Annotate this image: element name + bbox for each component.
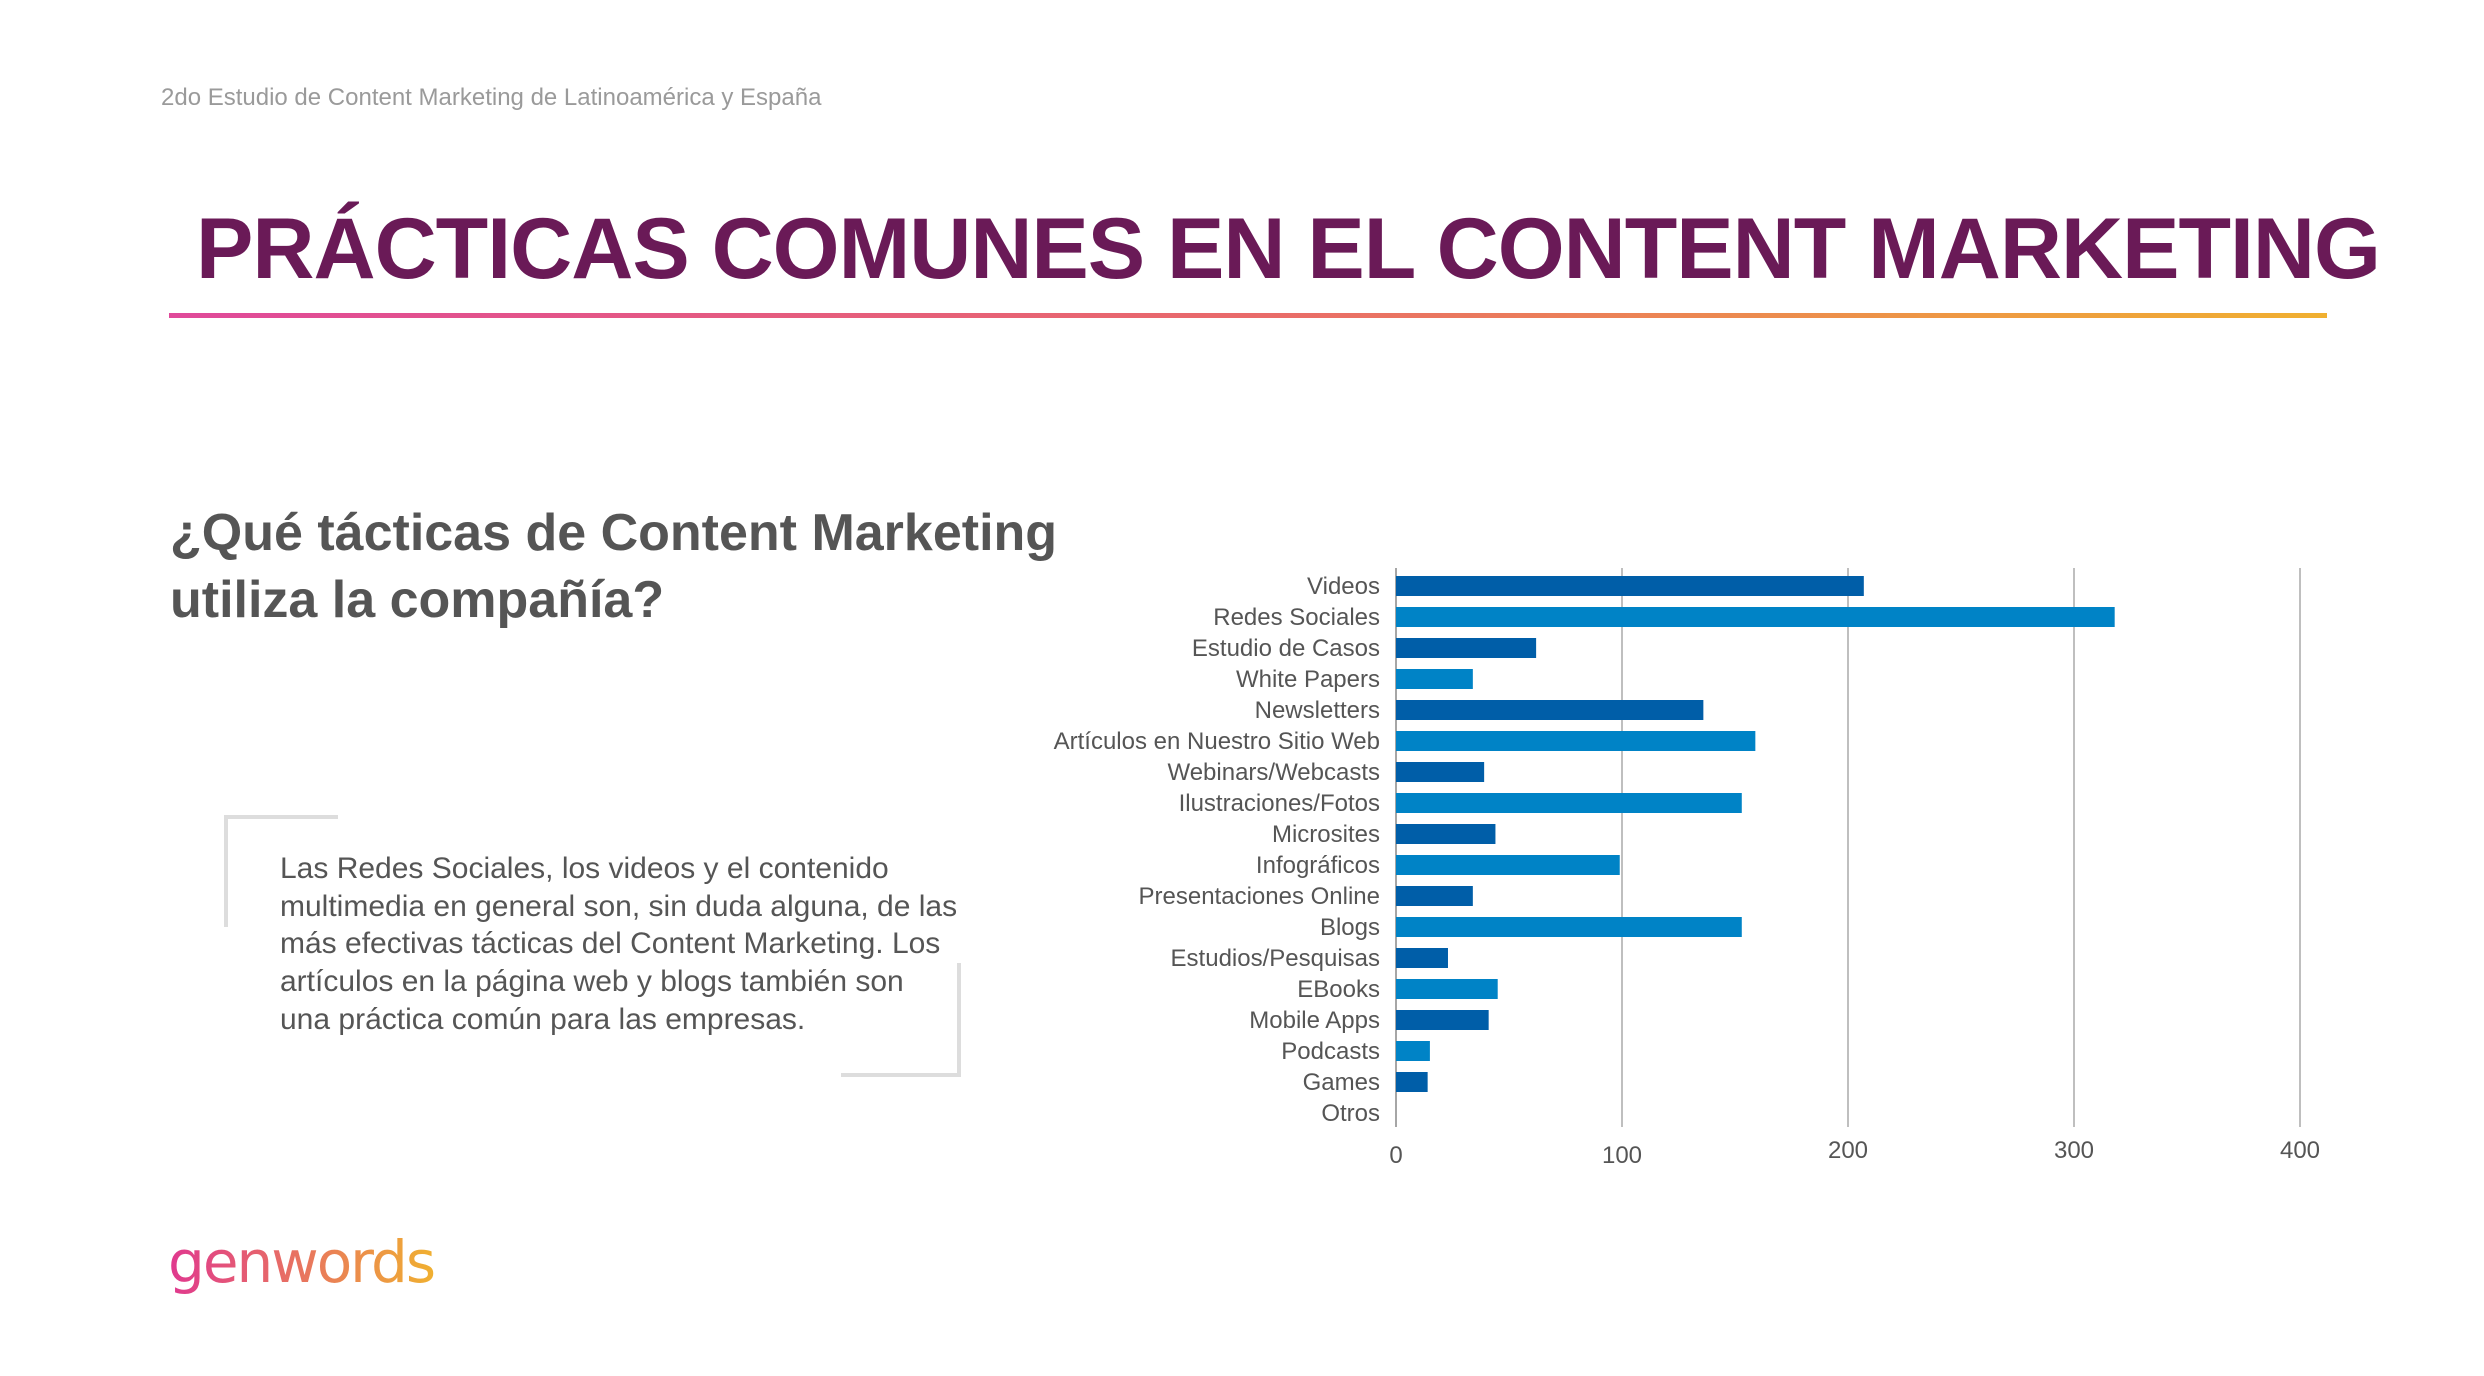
category-label: Presentaciones Online — [1139, 883, 1380, 910]
category-label: Estudio de Casos — [1192, 635, 1380, 662]
report-supertitle: 2do Estudio de Content Marketing de Lati… — [161, 84, 822, 111]
category-label: Ilustraciones/Fotos — [1179, 790, 1380, 817]
x-tick-label: 0 — [1389, 1142, 1402, 1169]
category-label: Podcasts — [1281, 1038, 1380, 1065]
category-label: Webinars/Webcasts — [1167, 759, 1380, 786]
bar-presentaciones-online — [1396, 886, 1473, 906]
bar-microsites — [1396, 824, 1496, 844]
bar-ilustraciones-fotos — [1396, 793, 1742, 813]
x-tick-label: 200 — [1828, 1137, 1868, 1164]
bar-podcasts — [1396, 1041, 1430, 1061]
category-label: EBooks — [1297, 976, 1380, 1003]
title-divider — [169, 313, 2327, 318]
category-label: Otros — [1321, 1100, 1380, 1127]
category-label: Estudios/Pesquisas — [1171, 945, 1380, 972]
bar-infogr-ficos — [1396, 855, 1620, 875]
category-label: Videos — [1307, 573, 1380, 600]
category-label: Artículos en Nuestro Sitio Web — [1054, 728, 1380, 755]
bar-white-papers — [1396, 669, 1473, 689]
question-heading: ¿Qué tácticas de Content Marketing utili… — [170, 504, 1058, 629]
x-tick-label: 400 — [2280, 1137, 2320, 1164]
x-tick-label: 100 — [1602, 1142, 1642, 1169]
quote-bracket-open — [224, 815, 338, 927]
bar-art-culos-en-nuestro-sitio-web — [1396, 731, 1756, 751]
category-label: Blogs — [1320, 914, 1380, 941]
bar-ebooks — [1396, 979, 1498, 999]
bar-blogs — [1396, 917, 1742, 937]
bar-webinars-webcasts — [1396, 762, 1485, 782]
category-label: Mobile Apps — [1249, 1007, 1380, 1034]
bar-games — [1396, 1072, 1428, 1092]
bar-estudios-pesquisas — [1396, 948, 1448, 968]
category-label: Microsites — [1272, 821, 1380, 848]
bar-newsletters — [1396, 700, 1704, 720]
genwords-logo: genwords — [168, 1228, 436, 1296]
bar-estudio-de-casos — [1396, 638, 1537, 658]
category-label: White Papers — [1236, 666, 1380, 693]
category-label: Newsletters — [1255, 697, 1380, 724]
category-label: Infográficos — [1256, 852, 1380, 879]
quote-bracket-close — [841, 963, 961, 1077]
x-tick-label: 300 — [2054, 1137, 2094, 1164]
bar-redes-sociales — [1396, 607, 2115, 627]
bar-videos — [1396, 576, 1864, 596]
category-label: Games — [1303, 1069, 1380, 1096]
bar-mobile-apps — [1396, 1010, 1489, 1030]
page-title: PRÁCTICAS COMUNES EN EL CONTENT MARKETIN… — [196, 201, 2381, 297]
category-label: Redes Sociales — [1213, 604, 1380, 631]
quote-text: Las Redes Sociales, los videos y el cont… — [280, 852, 958, 1036]
